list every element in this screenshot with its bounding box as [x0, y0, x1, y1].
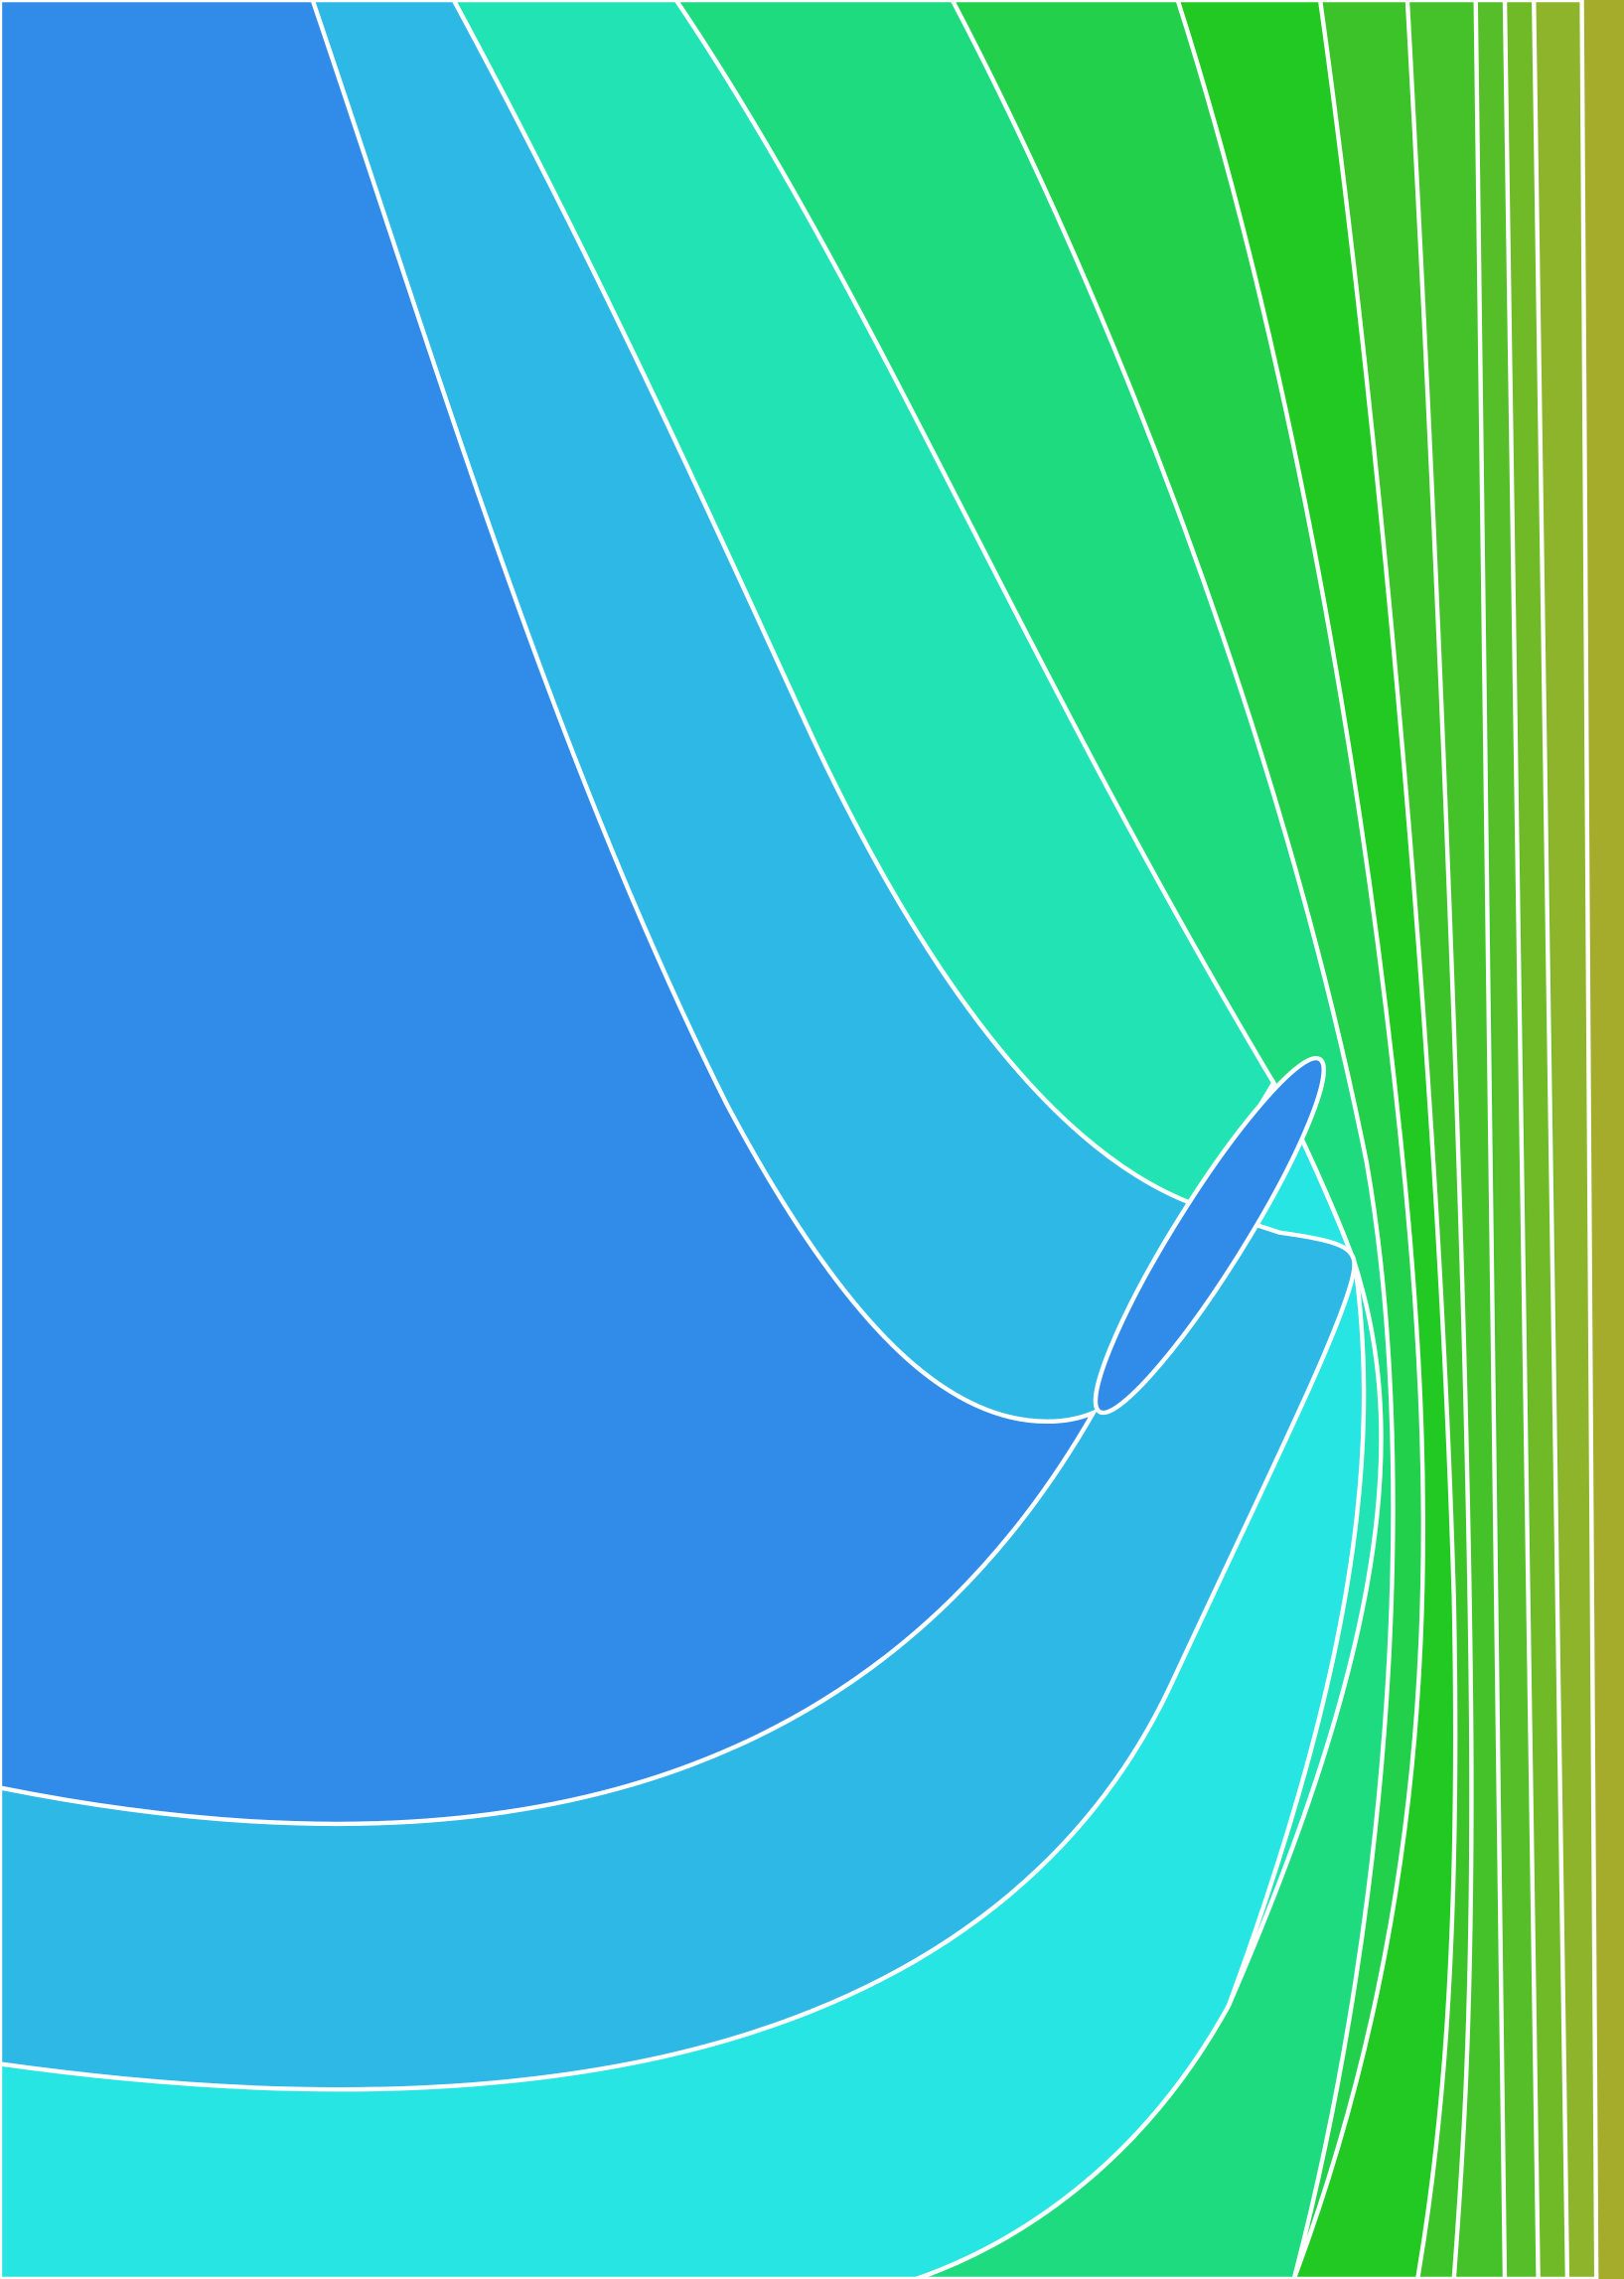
ellipse	[1093, 1055, 1326, 1416]
band	[0, 0, 1099, 1827]
